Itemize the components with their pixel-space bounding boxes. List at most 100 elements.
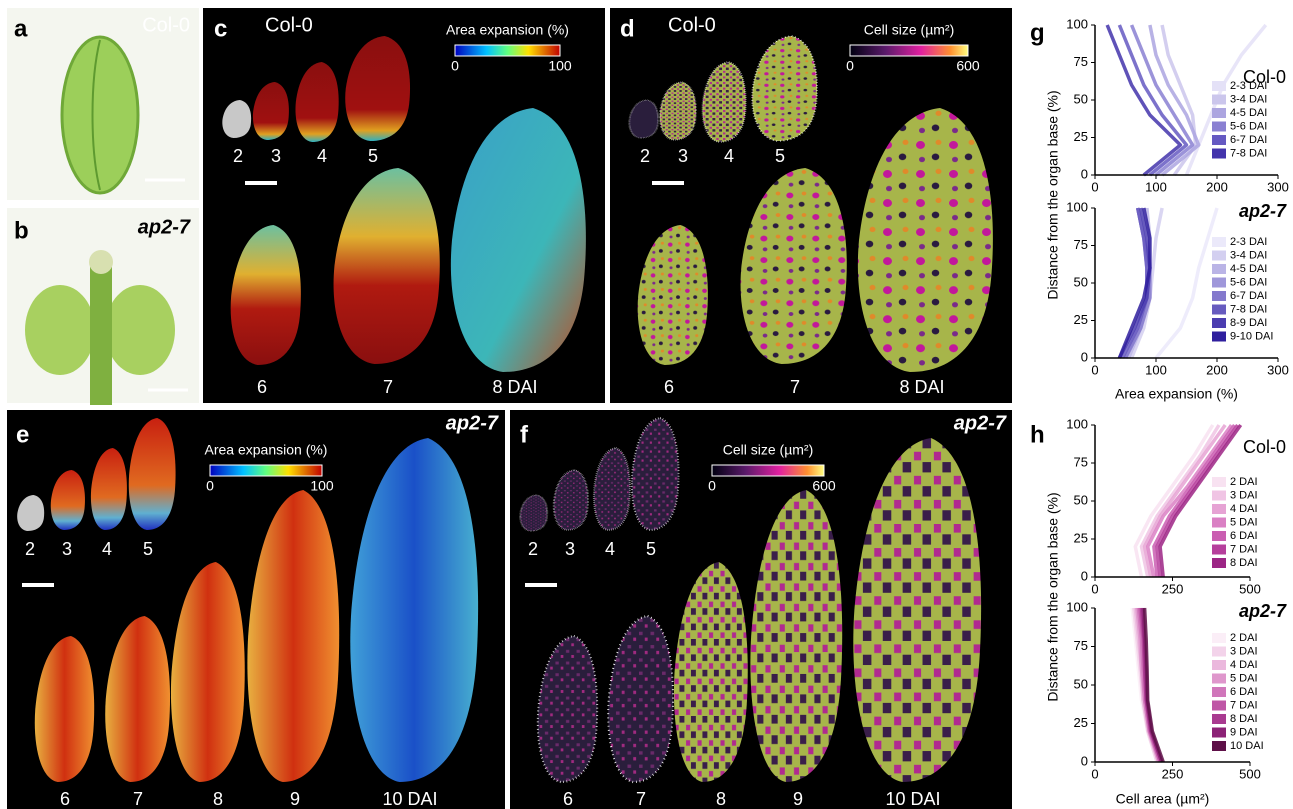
stage-label: 5: [646, 539, 656, 559]
y-tick-label: 100: [1066, 599, 1088, 614]
stage-label: 7: [133, 789, 143, 809]
panel-letter: e: [16, 421, 29, 448]
legend-label: 3-4 DAI: [1230, 249, 1267, 261]
profile-line: [1145, 608, 1164, 762]
legend-swatch: [1212, 122, 1226, 132]
stage-label: 4: [605, 539, 615, 559]
stage-label: 10 DAI: [885, 789, 940, 809]
x-tick-label: 250: [1162, 581, 1184, 596]
panel-letter: b: [14, 217, 29, 244]
legend-swatch: [1212, 318, 1226, 328]
colorbar-title: Cell size (µm²): [864, 22, 955, 38]
legend-label: 6 DAI: [1230, 686, 1258, 698]
legend-label: 9-10 DAI: [1230, 330, 1273, 342]
legend-label: 4 DAI: [1230, 503, 1258, 515]
legend-label: 8-9 DAI: [1230, 317, 1267, 329]
x-tick-label: 300: [1267, 179, 1289, 194]
x-tick-label: 200: [1206, 362, 1228, 377]
colorbar-title: Cell size (µm²): [723, 442, 814, 458]
legend-label: 6 DAI: [1230, 530, 1258, 542]
legend-swatch: [1212, 728, 1226, 738]
stage-label: 2: [528, 539, 538, 559]
x-tick-label: 100: [1145, 362, 1167, 377]
chart-title: ap2-7: [1239, 601, 1287, 621]
legend-swatch: [1212, 518, 1226, 528]
legend-swatch: [1212, 477, 1226, 487]
legend-label: 5 DAI: [1230, 516, 1258, 528]
colorbar-min: 0: [708, 478, 716, 494]
y-tick-label: 50: [1074, 91, 1088, 106]
profile-line: [1150, 25, 1199, 175]
legend-swatch: [1212, 558, 1226, 568]
legend-label: 3 DAI: [1230, 645, 1258, 657]
y-tick-label: 50: [1074, 676, 1088, 691]
x-tick-label: 0: [1091, 581, 1098, 596]
y-tick-label: 25: [1074, 312, 1088, 327]
legend-label: 5-6 DAI: [1230, 120, 1267, 132]
stage-label: 9: [793, 789, 803, 809]
y-tick-label: 100: [1066, 416, 1088, 431]
colorbar-max: 600: [956, 58, 980, 74]
x-axis-label: Cell area (µm²): [1116, 791, 1210, 807]
y-tick-label: 50: [1074, 274, 1088, 289]
colorbar: [210, 465, 322, 476]
legend-swatch: [1212, 531, 1226, 541]
y-tick-label: 100: [1066, 199, 1088, 214]
legend-label: 4 DAI: [1230, 659, 1258, 671]
stage-label: 6: [563, 789, 573, 809]
profile-line: [1122, 208, 1146, 358]
legend-swatch: [1212, 741, 1226, 751]
legend-label: 9 DAI: [1230, 726, 1258, 738]
stage-label: 8: [716, 789, 726, 809]
chart-title: Col-0: [1243, 437, 1286, 457]
y-tick-label: 75: [1074, 454, 1088, 469]
genotype-label: ap2-7: [138, 216, 191, 238]
y-axis-label: Distance from the organ base (%): [1045, 90, 1061, 299]
legend-swatch: [1212, 81, 1226, 91]
legend-label: 7-8 DAI: [1230, 147, 1267, 159]
stage-label: 5: [368, 146, 378, 166]
y-tick-label: 0: [1081, 568, 1088, 583]
genotype-label: Col-0: [668, 14, 716, 36]
y-tick-label: 75: [1074, 54, 1088, 69]
y-tick-label: 25: [1074, 129, 1088, 144]
legend-swatch: [1212, 305, 1226, 315]
figure: a Col-0 b ap2-7 c Col-0 d Col-0 e ap2-7 …: [0, 0, 1293, 809]
legend-label: 6-7 DAI: [1230, 134, 1267, 146]
stage-label: 6: [60, 789, 70, 809]
legend-swatch: [1212, 237, 1226, 247]
x-tick-label: 500: [1239, 581, 1261, 596]
colorbar: [712, 465, 824, 476]
stage-label: 4: [102, 539, 112, 559]
legend-label: 8 DAI: [1230, 713, 1258, 725]
stage-label: 4: [724, 146, 734, 166]
legend-swatch: [1212, 660, 1226, 670]
stage-label: 6: [664, 377, 674, 397]
legend-swatch: [1212, 291, 1226, 301]
y-tick-label: 25: [1074, 715, 1088, 730]
legend-label: 6-7 DAI: [1230, 290, 1267, 302]
panel-letter: f: [520, 421, 529, 448]
y-tick-label: 25: [1074, 530, 1088, 545]
stage-label: 2: [25, 539, 35, 559]
legend-swatch: [1212, 251, 1226, 261]
panel-letter: a: [14, 15, 28, 42]
colorbar-min: 0: [846, 58, 854, 74]
x-tick-label: 0: [1091, 766, 1098, 781]
panel-letter: h: [1030, 421, 1045, 448]
x-tick-label: 500: [1239, 766, 1261, 781]
legend-swatch: [1212, 135, 1226, 145]
legend-swatch: [1212, 149, 1226, 159]
panel-letter: d: [620, 15, 635, 42]
legend-swatch: [1212, 674, 1226, 684]
legend-swatch: [1212, 504, 1226, 514]
legend-label: 10 DAI: [1230, 740, 1264, 752]
legend-label: 4-5 DAI: [1230, 263, 1267, 275]
x-tick-label: 200: [1206, 179, 1228, 194]
legend-label: 8 DAI: [1230, 557, 1258, 569]
stage-label: 8 DAI: [492, 377, 537, 397]
legend-swatch: [1212, 332, 1226, 342]
profile-line: [1156, 208, 1217, 358]
genotype-label: Col-0: [142, 14, 190, 36]
stage-label: 5: [143, 539, 153, 559]
